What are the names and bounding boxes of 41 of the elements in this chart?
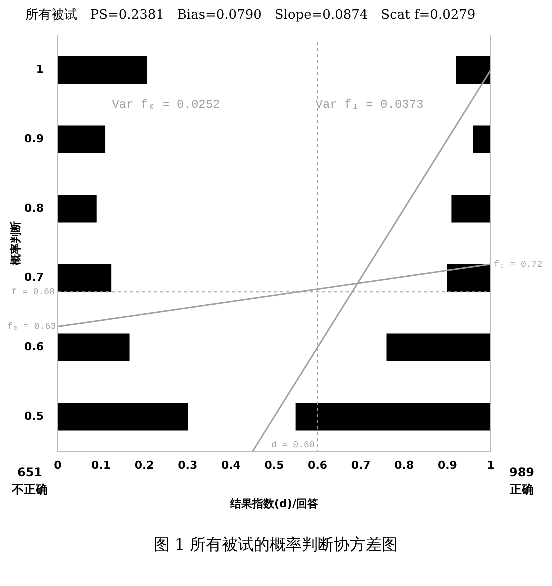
bar	[58, 126, 106, 154]
y-tick-label: 0.8	[24, 202, 44, 215]
bar	[296, 403, 491, 431]
y-axis-title: 概率判断	[9, 222, 22, 267]
bar	[58, 334, 130, 362]
bar	[386, 334, 491, 362]
x-tick-label: 0.4	[221, 459, 242, 472]
bar	[452, 195, 491, 223]
y-tick-label: 0.6	[24, 340, 44, 354]
bar	[456, 56, 491, 84]
bar	[58, 56, 148, 84]
ref-line-label: d = 0.60	[272, 440, 315, 450]
y-tick-label: 0.9	[24, 132, 44, 146]
x-tick-label: 0.8	[394, 459, 414, 472]
caption: 图 1 所有被试的概率判断协方差图	[152, 535, 400, 556]
x-tick-label: 1	[487, 459, 495, 472]
x-tick-label: 0.5	[264, 459, 284, 472]
bar	[447, 264, 491, 292]
x-tick-label: 0.9	[438, 459, 458, 472]
bar	[58, 264, 112, 292]
annotation: Var f₁ = 0.0373	[316, 98, 424, 112]
annotation: Var f₀ = 0.0252	[112, 98, 220, 112]
x-tick-label: 0.3	[178, 459, 198, 472]
x-tick-label: 0.1	[92, 459, 112, 472]
x-axis-title: 结果指数(d)/回答	[230, 497, 320, 510]
y-tick-label: 0.5	[24, 410, 44, 423]
annotation: f₀ = 0.63	[7, 322, 56, 332]
x-tick-label: 0.2	[134, 459, 154, 472]
y-tick-label: 0.7	[24, 271, 44, 284]
bar	[473, 126, 491, 154]
ref-line-label: f = 0.68	[12, 288, 55, 298]
chart-title: 所有被试 PS=0.2381 Bias=0.0790 Slope=0.0874 Scat f=0.0279	[25, 8, 476, 24]
x-tick-label: 0.6	[308, 459, 328, 472]
annotation: f₁ = 0.72	[494, 260, 543, 270]
text: 989 正确	[509, 466, 535, 497]
x-tick-label: 0	[54, 459, 62, 472]
text: 651 不正确	[11, 466, 48, 497]
bar	[58, 403, 188, 431]
x-tick-label: 0.7	[351, 459, 371, 472]
bar	[58, 195, 97, 223]
y-tick-label: 1	[36, 63, 44, 76]
